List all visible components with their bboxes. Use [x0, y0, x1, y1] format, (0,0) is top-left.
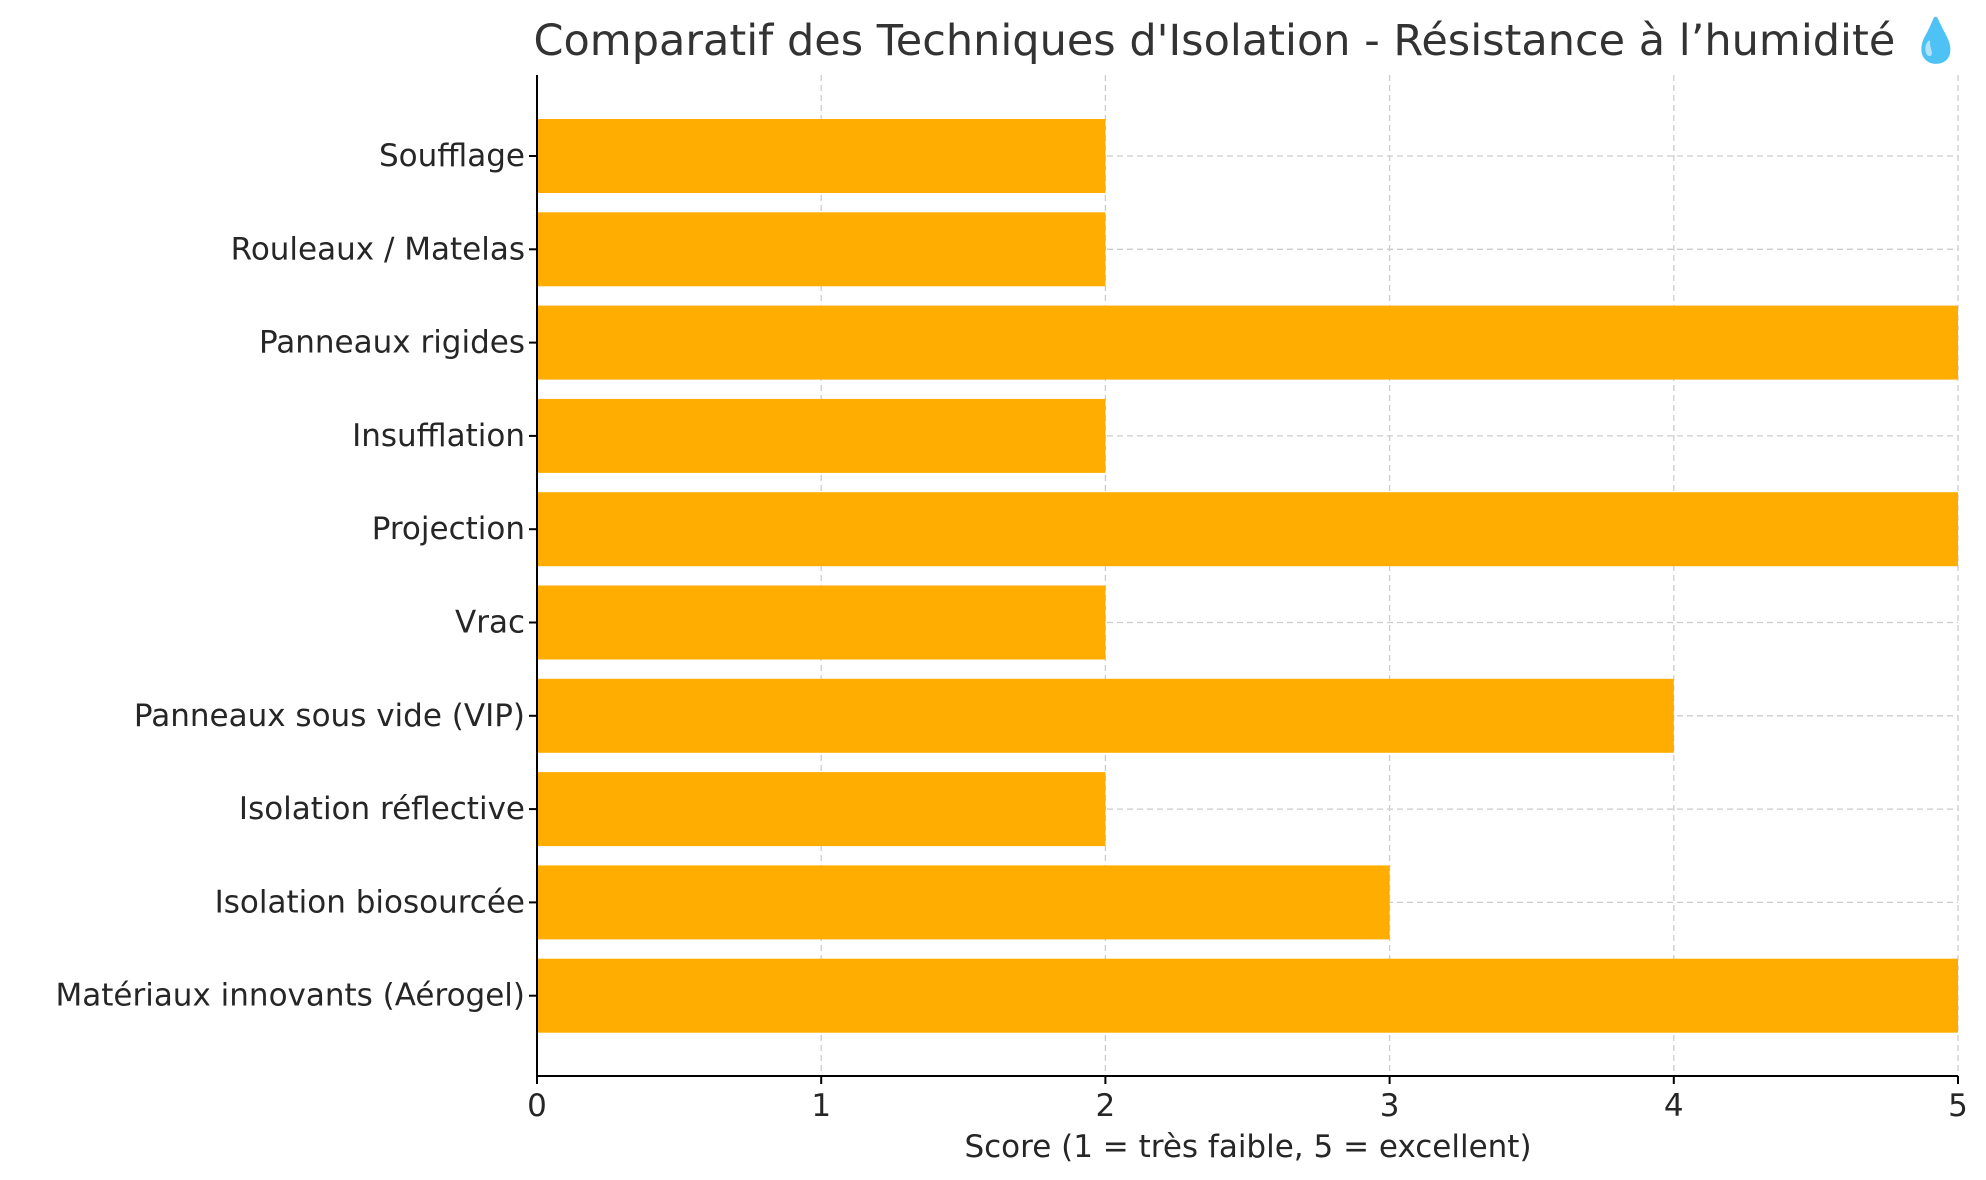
- category-label: Insufflation: [352, 418, 525, 454]
- category-label: Panneaux sous vide (VIP): [134, 698, 525, 734]
- x-axis-label: Score (1 = très faible, 5 = excellent): [964, 1129, 1531, 1165]
- bar: [537, 865, 1390, 940]
- bar: [537, 678, 1674, 753]
- category-label: Rouleaux / Matelas: [231, 231, 525, 267]
- x-tick-label: 0: [527, 1088, 547, 1124]
- chart-title: Comparatif des Techniques d'Isolation - …: [533, 16, 1962, 66]
- category-label: Matériaux innovants (Aérogel): [55, 978, 525, 1014]
- bar: [537, 585, 1106, 660]
- category-label: Vrac: [455, 605, 525, 641]
- x-tick-label: 1: [811, 1088, 831, 1124]
- category-label: Soufflage: [379, 138, 525, 174]
- x-tick-label: 5: [1948, 1088, 1968, 1124]
- bar: [537, 398, 1106, 473]
- bar: [537, 492, 1958, 567]
- category-label: Isolation biosourcée: [215, 884, 525, 920]
- category-label: Panneaux rigides: [259, 325, 525, 361]
- x-tick-label: 3: [1380, 1088, 1400, 1124]
- bar: [537, 119, 1106, 193]
- x-tick-label: 4: [1664, 1088, 1684, 1124]
- category-label: Isolation réflective: [239, 791, 525, 827]
- axes-layer: Soufflage Rouleaux / Matelas Panneaux rigi…: [55, 75, 1968, 1124]
- category-label: Projection: [372, 511, 525, 547]
- bar: [537, 212, 1106, 287]
- x-tick-label: 2: [1096, 1088, 1116, 1124]
- bar: [537, 772, 1106, 847]
- bar: [537, 958, 1958, 1033]
- bar: [537, 305, 1958, 380]
- bars-layer: [537, 119, 1958, 1033]
